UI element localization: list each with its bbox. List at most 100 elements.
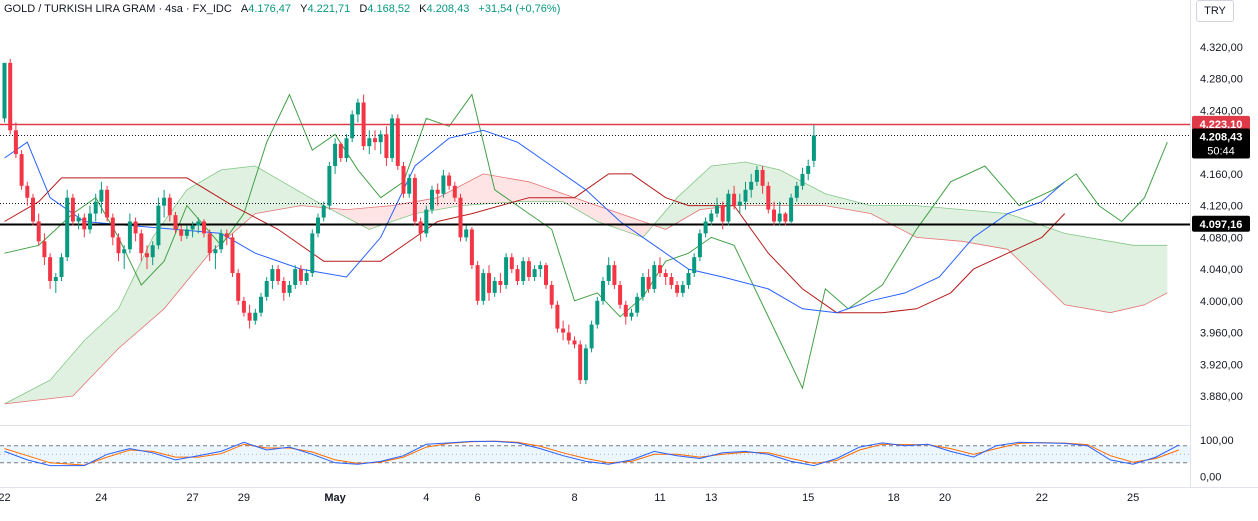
candle-body — [800, 173, 805, 186]
candle-body — [48, 257, 53, 281]
time-tick-label: 4 — [423, 492, 429, 504]
candle-body — [806, 165, 811, 174]
candle-body — [561, 328, 566, 333]
candle-body — [281, 280, 286, 293]
stochastic-panel — [0, 440, 1190, 467]
candle-body — [150, 245, 155, 258]
candle-body — [298, 269, 303, 281]
candle-body — [316, 217, 320, 234]
price-tick-label: 4.320,00 — [1200, 42, 1243, 54]
candle-body — [202, 221, 206, 234]
candle-body — [355, 102, 360, 115]
senkou-span-a — [4, 161, 1168, 405]
price-tick-label: 4.040,00 — [1200, 264, 1243, 276]
candle-body — [293, 269, 298, 285]
time-tick-label: 22 — [0, 492, 11, 504]
candle-body — [76, 217, 81, 222]
cloud-bearish — [329, 173, 655, 238]
candle-body — [743, 189, 748, 202]
candle-body — [595, 300, 600, 325]
candle-body — [253, 312, 258, 321]
last-price-tag — [1192, 128, 1250, 159]
candle-body — [276, 269, 281, 281]
candle-body — [2, 62, 7, 119]
candle-body — [669, 277, 674, 285]
candle-body — [811, 135, 816, 161]
candle-body — [344, 138, 349, 159]
candle-body — [481, 273, 486, 301]
price-axis[interactable]: 3.880,00 3.920,00 3.960,00 4.000,00 4.040,00… — [0, 0, 1258, 488]
candle-body — [241, 300, 246, 313]
candle-body — [156, 205, 161, 246]
candle-body — [709, 213, 714, 222]
candle-body — [93, 201, 98, 214]
candle-body — [777, 213, 782, 222]
candle-body — [783, 213, 788, 222]
candle-body — [390, 118, 395, 159]
candle-body — [88, 213, 92, 230]
stoch-k-line — [4, 440, 1179, 467]
candle-body — [789, 197, 794, 222]
candle-body — [219, 233, 224, 250]
currency-button[interactable]: TRY — [1196, 0, 1234, 22]
price-tick-label: 3.920,00 — [1200, 359, 1243, 371]
candle-body — [663, 273, 668, 278]
time-tick-label: 13 — [705, 492, 717, 504]
candle-body — [333, 143, 338, 166]
candle-body — [720, 205, 725, 222]
candle-body — [498, 280, 503, 285]
kijun-sen — [4, 173, 1066, 314]
candle-body — [122, 249, 127, 254]
candle-body — [338, 143, 343, 159]
candle-body — [173, 215, 178, 230]
candle-body — [623, 304, 628, 317]
candle-body — [350, 114, 355, 139]
candle-body — [469, 229, 474, 266]
candle-body — [321, 205, 326, 218]
candle-body — [213, 249, 218, 254]
candle-body — [652, 265, 657, 289]
candle-body — [549, 284, 554, 305]
candle-body — [133, 221, 138, 234]
candle-body — [179, 229, 184, 236]
low-label: D — [359, 3, 368, 15]
resistance-price-label: 4.223,10 — [1200, 119, 1243, 131]
price-tick-label: 4.120,00 — [1200, 201, 1243, 213]
candle-body — [680, 284, 685, 293]
last-price-label: 4.208,43 — [1200, 131, 1243, 143]
candle-body — [270, 269, 275, 281]
symbol-title[interactable]: GOLD / TURKISH LIRA GRAM · 4sa · FX_IDC — [4, 3, 232, 15]
candle-body — [367, 138, 372, 147]
candle-body — [31, 197, 35, 222]
candle-body — [361, 102, 366, 147]
candle-body — [82, 217, 87, 230]
candle-body — [697, 233, 702, 258]
time-axis[interactable]: 22 24 27 29 May 4 6 8 11 13 15 18 20 22 25 — [0, 492, 1139, 504]
candle-body — [167, 197, 172, 216]
candle-body — [42, 241, 47, 258]
time-tick-label: 27 — [186, 492, 198, 504]
candle-body — [327, 165, 332, 206]
candle-body — [452, 185, 457, 198]
candle-body — [487, 273, 491, 293]
candle-body — [703, 221, 708, 234]
price-tick-label: 4.080,00 — [1200, 232, 1243, 244]
candle-body — [521, 261, 526, 281]
close-label: K — [419, 3, 427, 15]
candle-body — [190, 225, 195, 230]
candle-body — [145, 253, 149, 258]
price-tick-label: 4.000,00 — [1200, 296, 1243, 308]
high-value: 4.221,71 — [307, 3, 351, 15]
time-tick-label: 22 — [1036, 492, 1048, 504]
time-tick-label: 25 — [1127, 492, 1139, 504]
candle-body — [589, 324, 594, 349]
candle-body — [658, 265, 662, 274]
candle-body — [304, 273, 309, 281]
time-tick-label: 29 — [238, 492, 250, 504]
candle-body — [566, 332, 571, 341]
candle-body — [36, 221, 41, 242]
candle-body — [583, 348, 588, 381]
candle-body — [737, 201, 742, 206]
candle-body — [441, 175, 446, 194]
